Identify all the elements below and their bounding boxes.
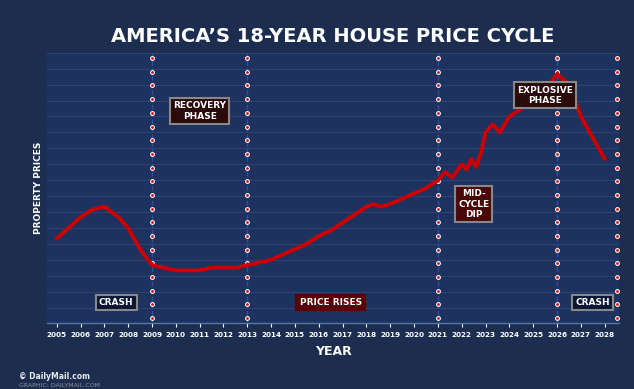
Text: EXPLOSIVE
PHASE: EXPLOSIVE PHASE xyxy=(517,86,573,105)
X-axis label: YEAR: YEAR xyxy=(314,345,351,358)
Text: CRASH: CRASH xyxy=(576,298,610,307)
Text: CRASH: CRASH xyxy=(99,298,134,307)
Text: MID-
CYCLE
DIP: MID- CYCLE DIP xyxy=(458,189,489,219)
Y-axis label: PROPERTY PRICES: PROPERTY PRICES xyxy=(34,142,43,234)
Title: AMERICA’S 18-YEAR HOUSE PRICE CYCLE: AMERICA’S 18-YEAR HOUSE PRICE CYCLE xyxy=(112,27,555,46)
Text: RECOVERY
PHASE: RECOVERY PHASE xyxy=(173,102,226,121)
Text: GRAPHIC: DAILYMAIL.COM: GRAPHIC: DAILYMAIL.COM xyxy=(19,383,100,388)
Text: PRICE RISES: PRICE RISES xyxy=(300,298,362,307)
Text: © DailyMail.com: © DailyMail.com xyxy=(19,372,90,381)
